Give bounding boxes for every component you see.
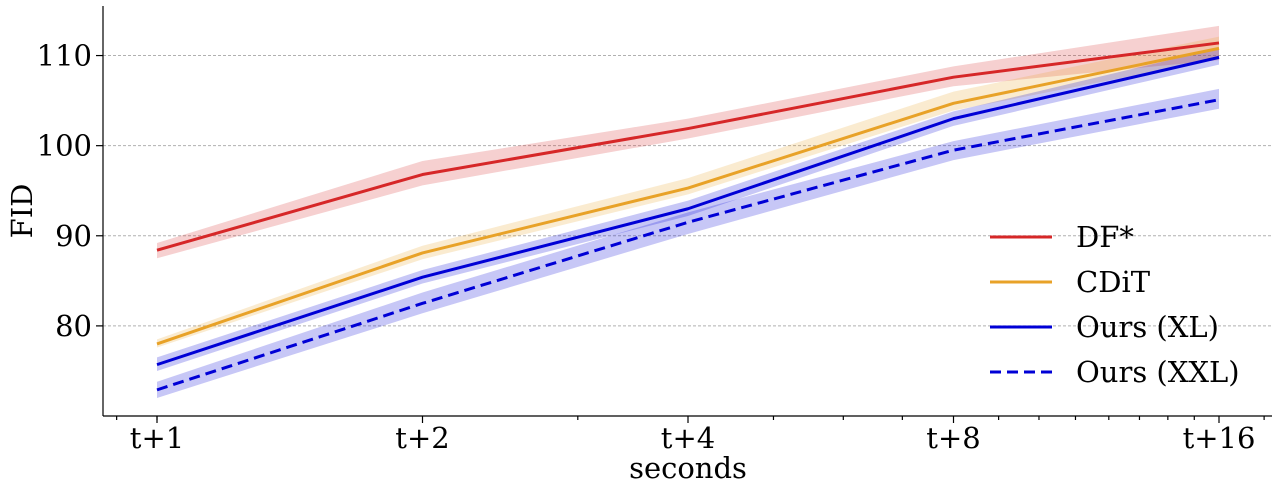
x-tick-label: t+8 [926, 421, 980, 455]
legend: DF* CDiT Ours (XL) Ours (XXL) [990, 220, 1240, 389]
series-lines [156, 41, 1220, 392]
legend-label-df: DF* [1076, 220, 1134, 254]
y-tick-label: 110 [37, 39, 92, 73]
x-axis-label: seconds [629, 451, 747, 485]
y-tick-label: 80 [55, 309, 92, 343]
y-axis-label: FID [5, 184, 39, 239]
legend-label-ours-xxl: Ours (XXL) [1076, 355, 1240, 389]
legend-label-cdit: CDiT [1076, 265, 1151, 299]
y-axis-ticks: 80 90 100 110 [37, 39, 103, 343]
line-ours-xxl [156, 98, 1220, 392]
x-tick-label: t+4 [661, 421, 715, 455]
x-tick-label: t+16 [1183, 421, 1256, 455]
legend-label-ours-xl: Ours (XL) [1076, 310, 1219, 344]
y-tick-label: 90 [55, 219, 92, 253]
x-axis-ticks: t+1 t+2 t+4 t+8 t+16 [116, 416, 1265, 455]
x-tick-label: t+1 [130, 421, 184, 455]
x-tick-label: t+2 [395, 421, 449, 455]
band-cdit [157, 36, 1219, 348]
band-df [157, 25, 1219, 259]
y-tick-label: 100 [37, 129, 92, 163]
